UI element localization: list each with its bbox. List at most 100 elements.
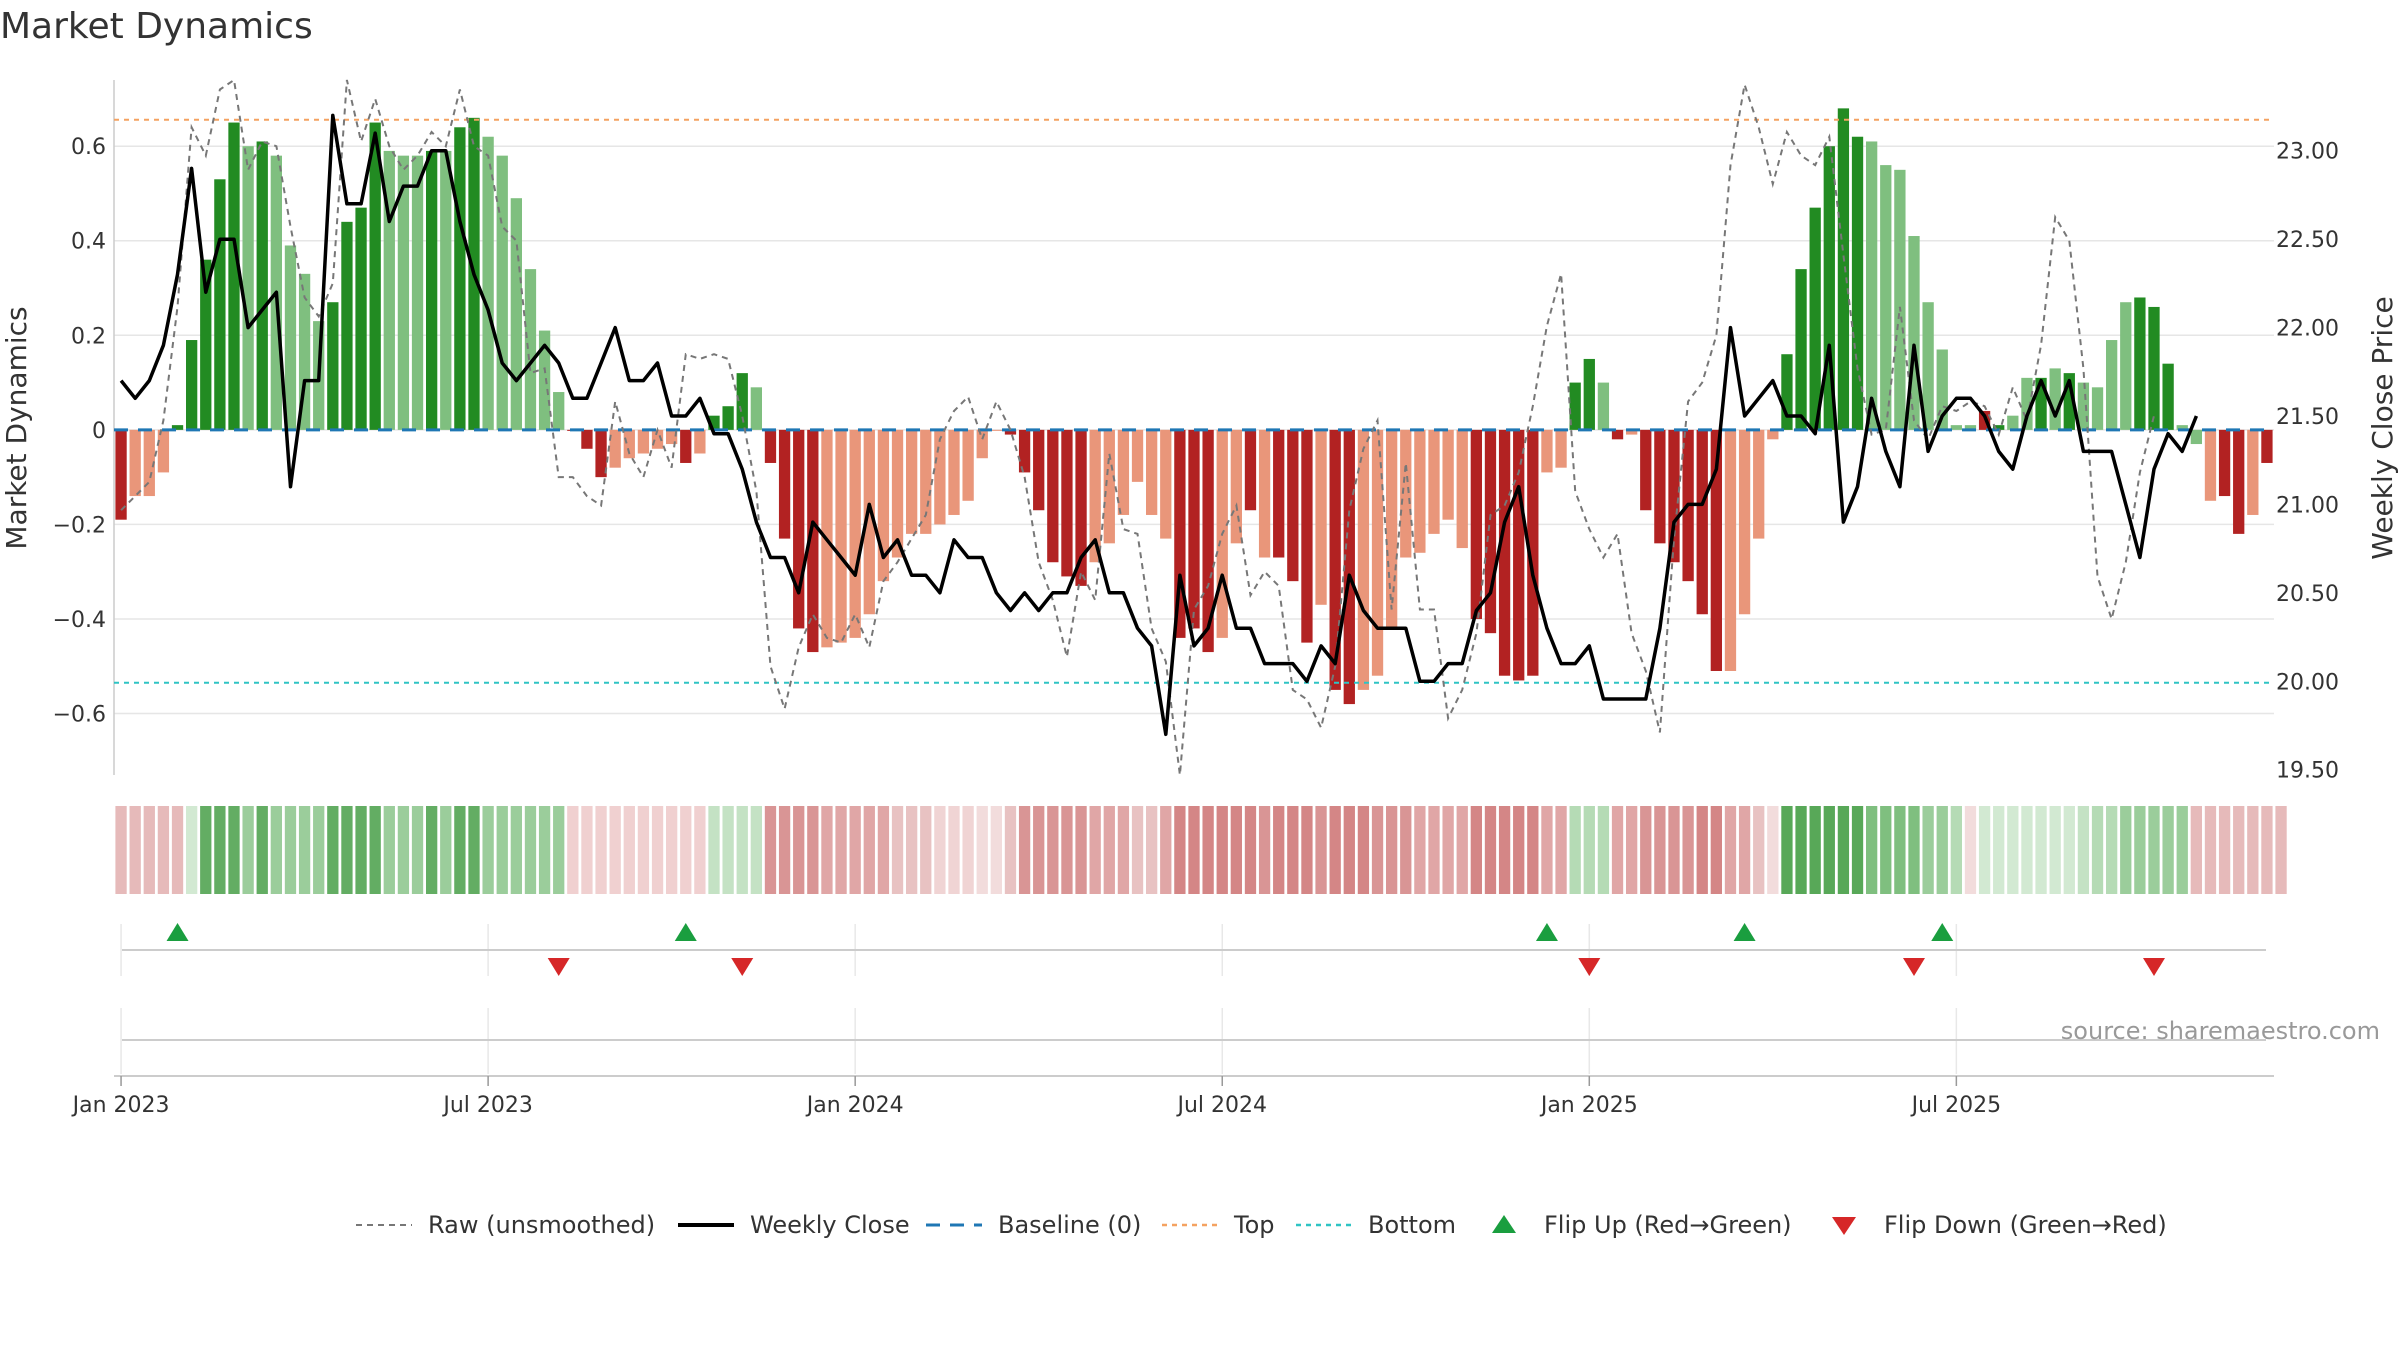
bar-58: [934, 429, 946, 525]
date-tick-label: Jan 2025: [1539, 1093, 1638, 1118]
bar-34: [595, 429, 607, 478]
bar-117: [1767, 429, 1779, 440]
strip-cell-84: [1301, 806, 1313, 894]
strip-cell-71: [1117, 806, 1130, 894]
strip-cell-136: [2035, 806, 2047, 894]
bar-82: [1273, 429, 1285, 558]
strip-cell-34: [595, 806, 607, 894]
strip-cell-102: [1555, 806, 1567, 894]
bar-80: [1244, 429, 1257, 511]
bar-1: [129, 429, 141, 497]
strip-cell-118: [1781, 806, 1793, 894]
strip-cell-46: [764, 806, 777, 894]
strip-cell-138: [2063, 806, 2075, 894]
strip-cell-24: [454, 806, 466, 894]
bar-91: [1400, 429, 1412, 558]
strip-cell-151: [2247, 806, 2259, 894]
chart-title: Market Dynamics: [0, 6, 313, 47]
bar-113: [1710, 429, 1722, 671]
strip-cell-37: [637, 806, 650, 894]
bar-105: [1597, 382, 1610, 430]
bar-124: [1866, 141, 1878, 430]
strip-cell-40: [680, 806, 692, 894]
bar-109: [1654, 429, 1666, 544]
strip-cell-79: [1230, 806, 1242, 894]
flip-down-marker-0: [547, 958, 570, 976]
strip-cell-107: [1626, 806, 1638, 894]
strip-cell-76: [1188, 806, 1200, 894]
bar-69: [1089, 429, 1101, 563]
strip-cell-36: [623, 806, 635, 894]
strip-cell-63: [1004, 806, 1017, 894]
strip-cell-108: [1640, 806, 1652, 894]
strip-cell-153: [2275, 806, 2287, 894]
bar-93: [1428, 429, 1440, 534]
strip-cell-29: [524, 806, 537, 894]
strip-cell-115: [1738, 806, 1751, 894]
bar-99: [1513, 429, 1525, 681]
strip-cell-125: [1880, 806, 1892, 894]
bar-9: [242, 146, 254, 430]
strip-cell-110: [1668, 806, 1680, 894]
strip-cell-147: [2190, 806, 2202, 894]
strip-cell-106: [1611, 806, 1624, 894]
strip-cell-56: [906, 806, 918, 894]
strip-cell-8: [228, 806, 240, 894]
bar-5: [186, 340, 198, 430]
bar-2: [143, 429, 155, 497]
strip-cell-38: [651, 806, 664, 894]
bar-97: [1484, 429, 1497, 634]
bar-4: [171, 425, 184, 430]
strip-cell-72: [1131, 806, 1144, 894]
strip-cell-13: [298, 806, 311, 894]
bar-116: [1753, 429, 1765, 539]
bar-140: [2091, 387, 2104, 430]
bar-96: [1470, 429, 1482, 619]
strip-cell-89: [1371, 806, 1384, 894]
strip-cell-0: [115, 806, 127, 894]
strip-cell-152: [2261, 806, 2273, 894]
bar-45: [750, 387, 762, 430]
strip-cell-52: [849, 806, 861, 894]
strip-cell-148: [2204, 806, 2217, 894]
strip-cell-33: [581, 806, 593, 894]
bar-27: [496, 155, 508, 430]
strip-cell-17: [355, 806, 367, 894]
bar-142: [2120, 302, 2132, 430]
strip-cell-31: [553, 806, 565, 894]
strip-cell-131: [1964, 806, 1977, 894]
strip-cell-96: [1470, 806, 1482, 894]
bar-92: [1414, 429, 1426, 553]
strip-cell-2: [143, 806, 155, 894]
legend-label: Flip Up (Red→Green): [1544, 1211, 1792, 1239]
bar-48: [793, 429, 805, 629]
legend-label: Baseline (0): [998, 1211, 1141, 1239]
strip-cell-109: [1654, 806, 1666, 894]
raw-unsmoothed-line: [120, 78, 2155, 776]
strip-cell-16: [341, 806, 353, 894]
bar-24: [454, 127, 466, 430]
right-axis-title: Weekly Close Price: [2366, 296, 2399, 559]
strip-cell-41: [694, 806, 706, 894]
strip-cell-139: [2077, 806, 2090, 894]
bar-107: [1626, 429, 1638, 435]
strip-cell-64: [1018, 806, 1031, 894]
bar-85: [1315, 429, 1327, 605]
strip-cell-90: [1386, 806, 1398, 894]
bar-100: [1527, 429, 1539, 676]
bar-120: [1809, 207, 1821, 430]
bar-101: [1541, 429, 1553, 473]
strip-cell-15: [327, 806, 339, 894]
strip-cell-11: [270, 806, 282, 894]
bar-47: [778, 429, 791, 539]
bar-23: [440, 150, 452, 430]
strip-cell-143: [2134, 806, 2146, 894]
bar-59: [948, 429, 960, 515]
bar-40: [680, 429, 692, 463]
left-tick-label: 0.6: [71, 135, 106, 160]
strip-cell-44: [736, 806, 748, 894]
strip-cell-9: [242, 806, 254, 894]
right-tick-label: 22.00: [2276, 317, 2339, 342]
strip-cell-78: [1216, 806, 1228, 894]
left-tick-label: 0.2: [71, 324, 106, 349]
